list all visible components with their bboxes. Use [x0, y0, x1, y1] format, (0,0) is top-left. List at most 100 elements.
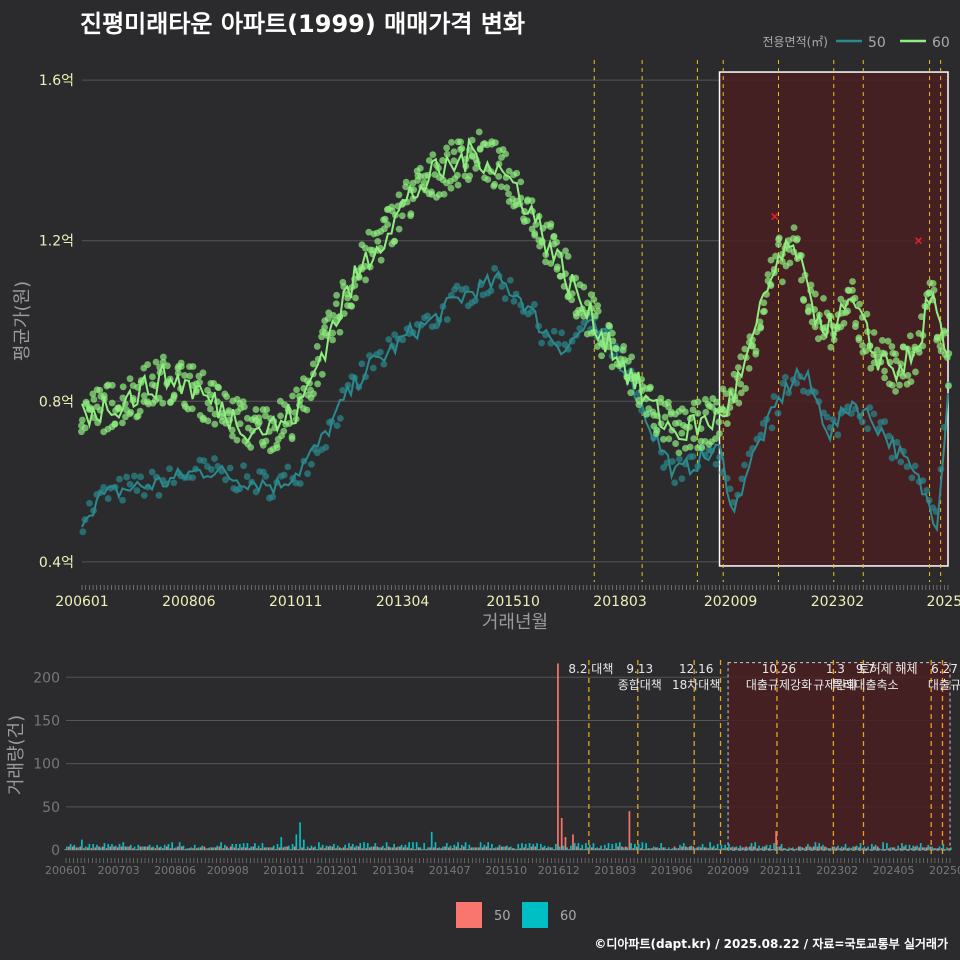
bar-60 — [81, 839, 83, 850]
price-point — [284, 463, 292, 471]
price-point — [675, 449, 683, 457]
bar-50 — [542, 847, 544, 850]
legend-title: 전용면적(㎡) — [762, 35, 828, 49]
bar-50 — [613, 849, 616, 850]
bar-60 — [667, 847, 670, 850]
price-point — [799, 295, 807, 303]
price-point — [369, 364, 377, 372]
bar-50 — [124, 846, 127, 850]
price-point — [761, 307, 768, 315]
price-point — [903, 463, 911, 471]
price-point — [240, 462, 247, 470]
bar-60 — [69, 843, 72, 850]
bar-50 — [71, 846, 74, 850]
bar-50 — [365, 848, 367, 850]
bar-50 — [241, 847, 243, 850]
price-point — [708, 403, 716, 411]
price-point — [712, 460, 720, 468]
price-point — [314, 380, 322, 388]
bar-50 — [135, 849, 138, 850]
bar-60 — [720, 844, 723, 850]
price-point — [503, 184, 511, 192]
price-point — [715, 430, 723, 437]
price-point — [918, 313, 925, 321]
bar-50 — [628, 811, 631, 850]
bar-60 — [291, 843, 294, 850]
price-point — [768, 424, 776, 432]
bar-60 — [686, 847, 689, 850]
bar-60 — [175, 847, 177, 850]
bar-60 — [389, 847, 392, 850]
bar-50 — [605, 848, 608, 850]
bar-50 — [98, 846, 100, 850]
price-point — [495, 173, 503, 180]
bar-60 — [837, 845, 839, 850]
price-point — [542, 258, 549, 266]
bar-60 — [822, 844, 824, 850]
bar-50 — [602, 849, 604, 850]
y-tick-label: 1.6억 — [39, 73, 74, 89]
bar-60 — [336, 845, 339, 850]
price-point — [619, 346, 627, 354]
bar-60 — [912, 845, 915, 850]
bar-60 — [664, 847, 666, 850]
price-point — [420, 179, 428, 186]
price-point — [457, 146, 464, 153]
price-point — [779, 278, 786, 286]
policy-annotation: 토허제 해제 — [859, 662, 918, 676]
bar-60 — [299, 822, 301, 850]
price-point — [870, 410, 878, 418]
bar-60 — [103, 843, 106, 850]
bar-50 — [549, 847, 552, 850]
bar-50 — [143, 846, 145, 850]
bar-50 — [290, 849, 292, 850]
price-point — [333, 422, 341, 430]
bar-60 — [472, 847, 474, 850]
price-point — [81, 424, 89, 432]
price-point — [598, 352, 605, 360]
price-point — [313, 343, 321, 350]
price-point — [912, 368, 919, 376]
price-point — [844, 307, 852, 315]
bar-50 — [869, 849, 872, 850]
bar-50 — [455, 846, 458, 850]
bar-50 — [598, 848, 601, 850]
price-point — [339, 386, 347, 394]
bar-60 — [272, 845, 275, 850]
bar-50 — [651, 848, 653, 850]
bar-60 — [178, 842, 181, 850]
bar-y-tick-label: 200 — [33, 670, 60, 686]
price-point — [377, 256, 385, 264]
bar-50 — [192, 848, 194, 850]
bar-60 — [728, 843, 730, 850]
bar-60 — [487, 842, 489, 850]
bar-60 — [859, 843, 862, 850]
bar-60 — [193, 844, 196, 850]
bar-60 — [709, 842, 711, 850]
bar-50 — [331, 846, 334, 850]
bar-50 — [79, 846, 82, 850]
bar-50 — [835, 847, 838, 850]
bar-60 — [344, 844, 347, 850]
bar-x-tick-label: 201407 — [429, 864, 471, 877]
policy-annotation: 6.27 — [931, 662, 958, 676]
price-point — [280, 471, 288, 479]
bar-50 — [557, 663, 559, 850]
bar-50 — [568, 849, 571, 850]
series-line-50 — [81, 269, 949, 533]
price-point — [329, 329, 337, 337]
bar-50 — [560, 818, 563, 850]
bar-60 — [874, 844, 877, 850]
bar-60 — [333, 843, 335, 850]
bar-50 — [312, 847, 315, 850]
price-point — [472, 164, 480, 172]
bar-60 — [705, 847, 708, 850]
bar-60 — [351, 843, 354, 850]
price-point — [505, 167, 513, 175]
bar-60 — [675, 848, 678, 850]
bar-50 — [921, 847, 924, 850]
price-point — [778, 258, 786, 265]
bar-50 — [715, 848, 717, 850]
price-point — [690, 435, 698, 443]
price-point — [881, 418, 889, 425]
